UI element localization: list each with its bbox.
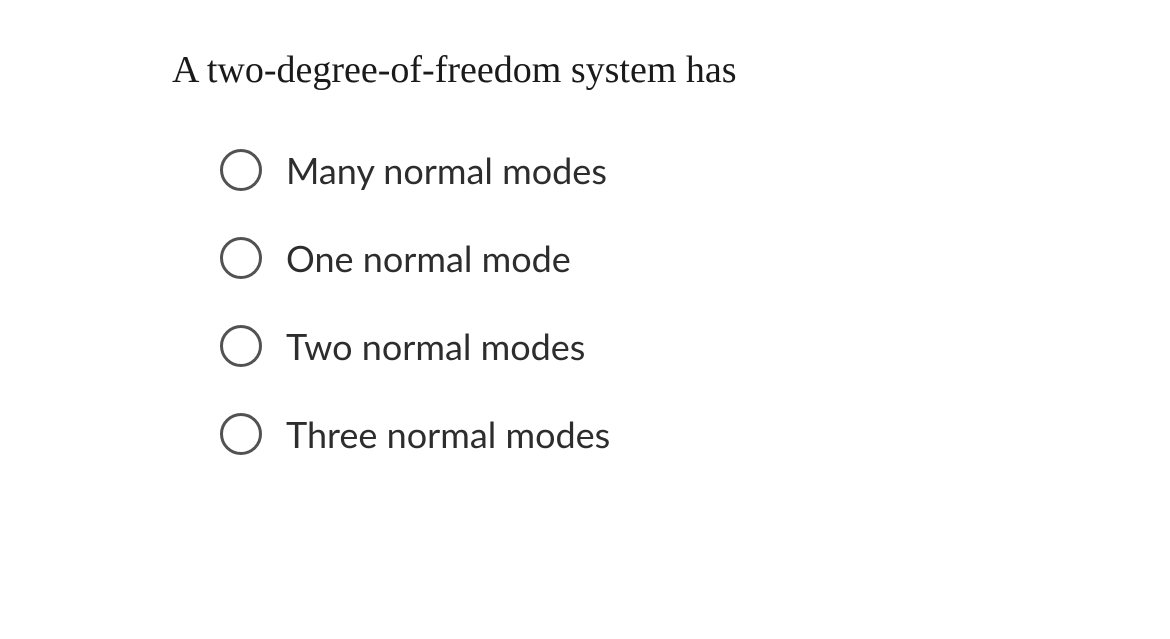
options-group: Many normal modes One normal mode Two no… [172, 148, 1170, 456]
option-3[interactable]: Three normal modes [220, 412, 1170, 456]
radio-icon[interactable] [220, 149, 262, 191]
radio-icon[interactable] [220, 413, 262, 455]
option-2[interactable]: Two normal modes [220, 324, 1170, 368]
option-label: Many normal modes [286, 148, 607, 192]
radio-icon[interactable] [220, 325, 262, 367]
radio-icon[interactable] [220, 237, 262, 279]
option-label: One normal mode [286, 236, 571, 280]
option-0[interactable]: Many normal modes [220, 148, 1170, 192]
option-label: Two normal modes [286, 324, 585, 368]
option-label: Three normal modes [286, 412, 610, 456]
question-text: A two-degree-of-freedom system has [172, 48, 1170, 92]
option-1[interactable]: One normal mode [220, 236, 1170, 280]
